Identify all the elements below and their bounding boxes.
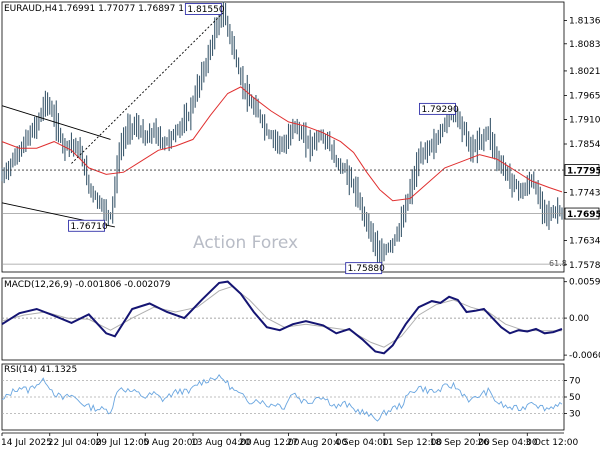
price-annotation-label: 1.76710 [71, 222, 108, 232]
price-tick-label: 1.76340 [569, 236, 600, 246]
price-tick-label: 1.79655 [569, 91, 600, 101]
rsi-tick-label: 30 [569, 410, 581, 420]
rsi-line [1, 373, 563, 422]
time-tick-label: 26 Sep 04:00 [478, 438, 538, 448]
time-tick-label: 22 Jul 04:00 [48, 438, 102, 448]
level-label-box [564, 207, 600, 220]
price-tick-label: 1.80835 [569, 40, 600, 50]
rsi-tick-label: 70 [569, 377, 581, 387]
level-label: 1.76956 [567, 210, 600, 220]
macd-tick-label: -0.006095 [569, 351, 600, 361]
price-tick-label: 1.78545 [569, 140, 600, 150]
macd-panel [1, 280, 564, 355]
time-tick-label: 27 Aug 20:00 [287, 438, 348, 448]
time-tick-label: 18 Sep 20:00 [430, 438, 490, 448]
macd-frame [1, 277, 565, 361]
rsi-header: RSI(14) 41.1325 [4, 365, 77, 375]
price-annotation-box [68, 219, 105, 232]
price-tick-label: 1.79105 [569, 115, 600, 125]
price-annotation-box [345, 262, 383, 275]
price-panel: 1.81550 1.79290 1.76710 1.75880 [1, 1, 564, 275]
rsi-panel [1, 373, 564, 422]
macd-signal-line [1, 285, 562, 348]
price-header-symbol: EURAUD,H4 [4, 4, 57, 14]
level-label: 1.77950 [567, 167, 600, 177]
price-header-ohlc: 1.76991 1.77077 1.76897 1.76956 [58, 4, 216, 14]
price-frame [1, 1, 565, 273]
price-annotation-label: 1.75880 [348, 264, 385, 274]
price-annotation-label: 1.79290 [421, 105, 458, 115]
price-annotation-box [184, 3, 222, 15]
time-tick-label: 20 Aug 12:00 [239, 438, 300, 448]
time-tick-label: 29 Jul 12:00 [96, 438, 150, 448]
time-tick-label: 14 Jul 2025 [1, 438, 52, 448]
channel-trendline [1, 105, 111, 140]
time-tick-label: 3 Oct 12:00 [525, 438, 578, 448]
fib-level-label: 61.8 [549, 259, 567, 268]
price-tick-label: 1.75785 [569, 261, 600, 271]
time-tick-label: 4 Sep 04:00 [334, 438, 389, 448]
price-tick-label: 1.80215 [569, 67, 600, 77]
macd-tick-label: 0.00 [569, 314, 589, 324]
rsi-tick-label: 50 [569, 393, 581, 403]
price-tick-label: 1.77435 [569, 189, 600, 199]
price-annotation-box [419, 102, 456, 115]
price-annotation-label: 1.81550 [187, 5, 224, 15]
time-tick-label: 11 Sep 12:00 [382, 438, 442, 448]
moving-average-line [1, 86, 563, 202]
watermark-text: Action Forex [193, 233, 298, 253]
level-label-box [564, 164, 600, 176]
price-tick-label: 1.81365 [569, 17, 600, 27]
macd-line [1, 280, 563, 355]
axes-labels: 1.81365 1.80835 1.80215 1.79655 1.79105 1.785… [1, 17, 600, 448]
time-tick-label: 13 Aug 04:00 [191, 438, 252, 448]
macd-header: MACD(12,26,9) -0.001806 -0.002079 [4, 280, 171, 290]
macd-tick-label: 0.00599 [569, 278, 600, 288]
time-tick-label: 5 Aug 20:00 [143, 438, 198, 448]
